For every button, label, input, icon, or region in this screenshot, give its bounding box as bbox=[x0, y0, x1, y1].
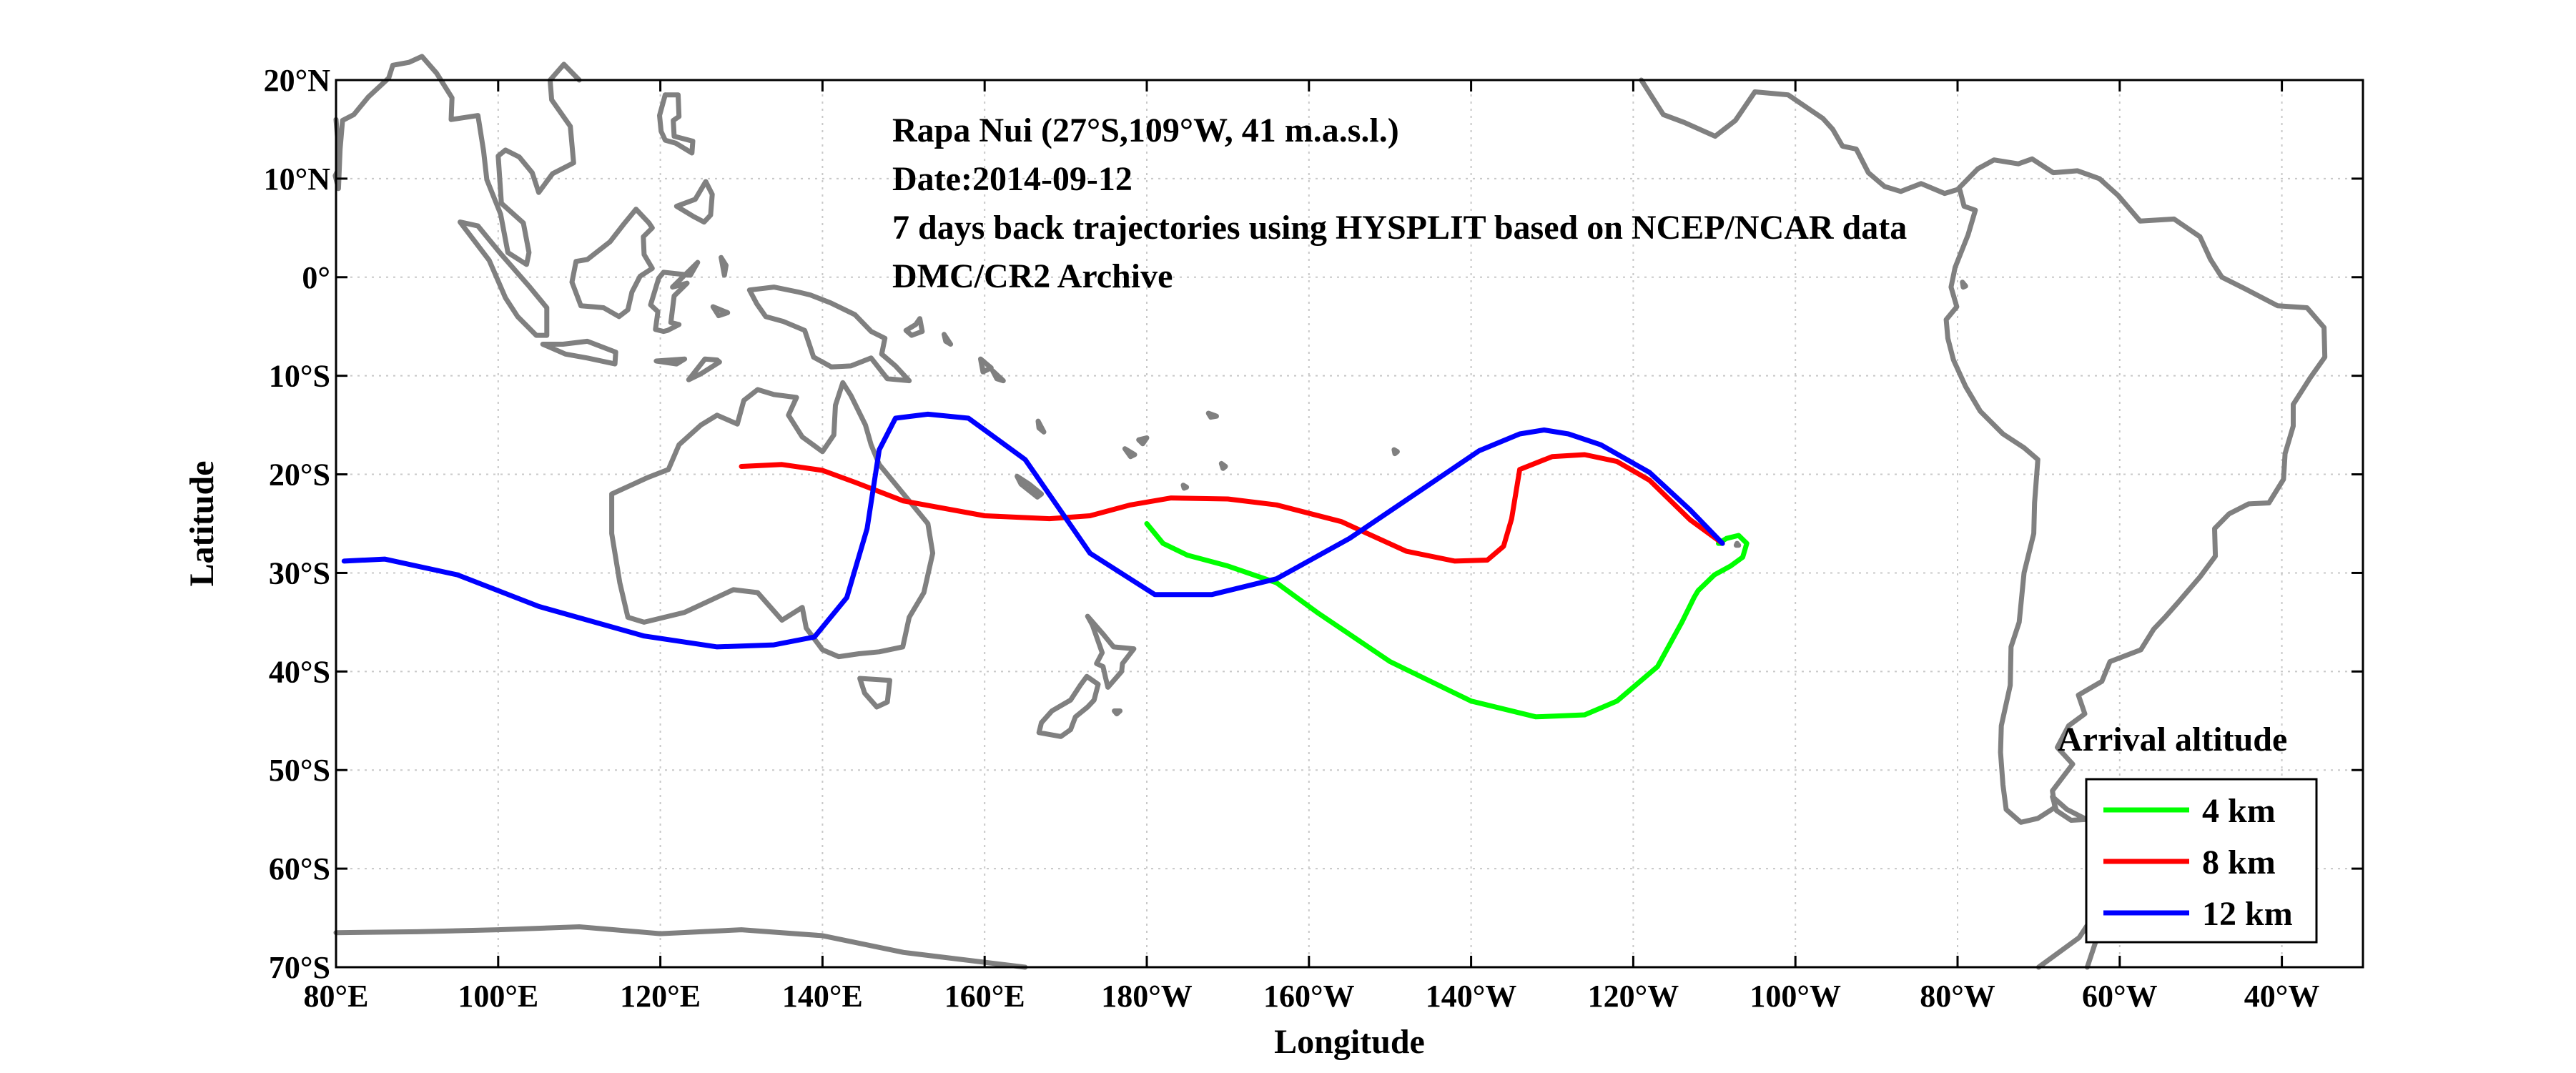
coastline bbox=[686, 356, 722, 382]
coastline bbox=[942, 332, 954, 347]
title-line-method: 7 days back trajectories using HYSPLIT b… bbox=[892, 209, 1907, 247]
x-tick-label: 40°W bbox=[2244, 979, 2320, 1014]
coastline bbox=[990, 368, 1006, 384]
trajectory-lines bbox=[341, 411, 1750, 720]
y-tick-label: 20°N bbox=[264, 63, 331, 98]
x-tick-label: 140°W bbox=[1426, 979, 1517, 1014]
legend-title: Arrival altitude bbox=[2058, 721, 2287, 758]
coastline bbox=[648, 259, 701, 335]
x-tick-label: 120°E bbox=[620, 979, 701, 1014]
coastline bbox=[1112, 708, 1123, 717]
coastline bbox=[719, 254, 729, 278]
coastline bbox=[1122, 446, 1138, 460]
x-tick-label: 80°E bbox=[304, 979, 369, 1014]
x-tick-label: 60°W bbox=[2082, 979, 2158, 1014]
coastline bbox=[1960, 280, 1968, 290]
coastline bbox=[673, 179, 715, 225]
x-tick-label: 80°W bbox=[1920, 979, 1995, 1014]
coastlines bbox=[332, 54, 2328, 970]
coastline bbox=[1085, 613, 1137, 690]
y-tick-label: 30°S bbox=[269, 555, 330, 590]
coastline bbox=[1205, 410, 1219, 420]
coastline bbox=[1639, 77, 2328, 825]
axis-ticks: 80°E 100°E 120°E 140°E 160°E 180°W 160°W 140°W 1… bbox=[264, 63, 2363, 1014]
y-tick-label: 10°N bbox=[264, 162, 331, 197]
y-tick-label: 10°S bbox=[269, 359, 330, 394]
coastline bbox=[1733, 540, 1742, 548]
coastline bbox=[1035, 418, 1047, 435]
y-tick-label: 60°S bbox=[269, 851, 330, 886]
y-tick-label: 20°S bbox=[269, 458, 330, 493]
coastline bbox=[903, 316, 925, 338]
coastline bbox=[609, 380, 936, 660]
coastline bbox=[333, 924, 1028, 970]
y-tick-label: 50°S bbox=[269, 753, 330, 788]
coastline bbox=[1218, 460, 1228, 471]
x-tick-label: 120°W bbox=[1588, 979, 1679, 1014]
trajectory-8km bbox=[739, 452, 1725, 564]
y-tick-label: 0° bbox=[302, 260, 330, 295]
title-line-archive: DMC/CR2 Archive bbox=[892, 257, 1173, 295]
coastline bbox=[710, 304, 731, 319]
title-line-date: Date:2014-09-12 bbox=[892, 160, 1132, 198]
coastline bbox=[540, 338, 618, 367]
coastline bbox=[1136, 435, 1150, 447]
x-tick-label: 140°E bbox=[782, 979, 863, 1014]
coastline bbox=[1036, 673, 1101, 739]
coastline bbox=[978, 356, 994, 375]
coastline bbox=[1015, 473, 1045, 500]
x-tick-label: 100°E bbox=[458, 979, 538, 1014]
legend-label-12km: 12 km bbox=[2202, 895, 2293, 933]
coastline bbox=[653, 356, 688, 367]
y-tick-label: 40°S bbox=[269, 654, 330, 689]
legend-label-4km: 4 km bbox=[2202, 792, 2276, 830]
y-axis-label: Latitude bbox=[183, 460, 221, 586]
coastline bbox=[458, 219, 550, 338]
title-line-location: Rapa Nui (27°S,109°W, 41 m.a.s.l.) bbox=[892, 112, 1399, 149]
coastline bbox=[1180, 483, 1190, 491]
plot-frame bbox=[335, 79, 2364, 969]
coastline bbox=[857, 676, 892, 710]
x-axis-label: Longitude bbox=[1274, 1023, 1425, 1061]
x-tick-label: 100°W bbox=[1750, 979, 1841, 1014]
coastline bbox=[332, 54, 582, 267]
y-tick-label: 70°S bbox=[269, 950, 330, 985]
coastline bbox=[1391, 447, 1400, 457]
coastline bbox=[2050, 794, 2089, 823]
x-tick-label: 160°W bbox=[1263, 979, 1355, 1014]
coastline bbox=[569, 207, 655, 320]
trajectory-4km bbox=[1144, 521, 1750, 720]
coastline bbox=[746, 285, 912, 384]
trajectory-12km bbox=[341, 411, 1725, 650]
coastline bbox=[657, 92, 696, 156]
legend: 4 km 8 km 12 km bbox=[2085, 778, 2318, 944]
x-tick-label: 160°E bbox=[944, 979, 1025, 1014]
legend-label-8km: 8 km bbox=[2202, 844, 2276, 881]
x-tick-label: 180°W bbox=[1101, 979, 1193, 1014]
